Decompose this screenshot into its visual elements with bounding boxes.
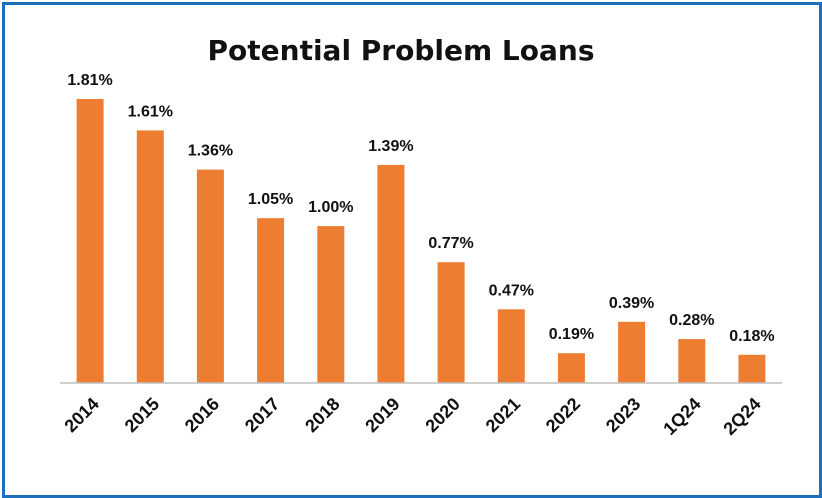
value-labels: 1.81% 1.61% 1.36% 1.05% 1.00% 1.39% 0.77% 0.47%…	[67, 72, 774, 345]
tick-label-2Q24: 2Q24	[719, 394, 764, 439]
value-label-2Q24: 0.18%	[729, 328, 774, 345]
value-label-2017: 1.05%	[248, 191, 293, 208]
chart-title: Potential Problem Loans	[208, 34, 595, 67]
bar-1Q24	[678, 339, 706, 383]
tick-label-2015: 2015	[121, 394, 163, 436]
tick-label-2021: 2021	[482, 394, 524, 436]
bar-2019	[377, 164, 405, 383]
value-label-2021: 0.47%	[489, 282, 534, 299]
bar-2022	[557, 353, 585, 383]
tick-label-2014: 2014	[60, 394, 102, 436]
value-label-2014: 1.81%	[67, 72, 112, 89]
value-label-2016: 1.36%	[188, 143, 233, 160]
value-label-2023: 0.39%	[609, 295, 654, 312]
bar-2014	[76, 99, 104, 383]
tick-label-2022: 2022	[542, 394, 584, 436]
tick-label-2019: 2019	[361, 394, 403, 436]
bar-2023	[618, 321, 646, 383]
bar-2021	[497, 309, 525, 383]
tick-label-2023: 2023	[602, 394, 644, 436]
bar-2018	[317, 226, 345, 383]
bar-2020	[437, 262, 465, 383]
tick-label-2020: 2020	[421, 394, 463, 436]
bar-2016	[196, 169, 224, 383]
bar-series	[76, 99, 766, 383]
bar-2Q24	[738, 354, 766, 383]
tick-label-2016: 2016	[181, 394, 223, 436]
value-label-2019: 1.39%	[368, 138, 413, 155]
x-tick-labels: 2014 2015 2016 2017 2018 2019 2020 2021 2022 2023…	[60, 394, 764, 439]
bar-2015	[136, 130, 164, 383]
value-label-2015: 1.61%	[128, 103, 173, 120]
tick-label-2017: 2017	[241, 394, 283, 436]
bar-2017	[257, 218, 285, 383]
tick-label-1Q24: 1Q24	[659, 394, 704, 439]
value-label-2018: 1.00%	[308, 199, 353, 216]
value-label-2022: 0.19%	[549, 326, 594, 343]
value-label-2020: 0.77%	[428, 235, 473, 252]
tick-label-2018: 2018	[301, 394, 343, 436]
value-label-1Q24: 0.28%	[669, 312, 714, 329]
